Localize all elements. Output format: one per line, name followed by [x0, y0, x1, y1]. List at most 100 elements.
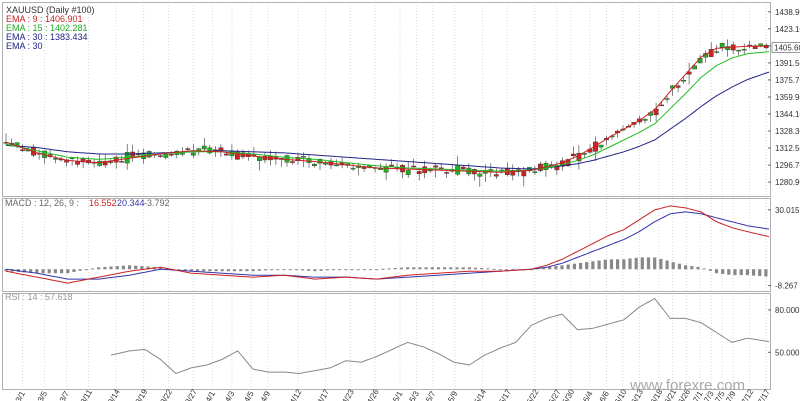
- macd-hist-bar: [554, 266, 558, 270]
- candle-body: [554, 164, 560, 171]
- macd-hist-bar: [29, 269, 33, 273]
- macd-hist-bar: [560, 265, 564, 270]
- macd-hist-bar: [467, 267, 471, 270]
- macd-hist-bar: [146, 266, 150, 270]
- macd-hist-bar: [696, 266, 700, 270]
- macd-hist-bar: [504, 269, 508, 271]
- macd-hist-bar: [622, 259, 626, 270]
- x-tick-label: 4/3: [223, 389, 237, 401]
- candle-body: [350, 167, 356, 170]
- candle-body: [262, 156, 268, 161]
- macd-hist-bar: [183, 269, 187, 271]
- candle-body: [223, 153, 229, 156]
- macd-hist-bar: [189, 269, 193, 272]
- candle-body: [163, 153, 169, 158]
- price-tick-label: 1423.10: [775, 25, 800, 34]
- macd-hist-bar: [381, 268, 385, 270]
- candle-body: [493, 174, 499, 177]
- panel-frame: [2, 293, 771, 390]
- candle-body: [130, 151, 136, 158]
- macd-hist-bar: [78, 269, 82, 271]
- rsi-tick-label: 80.000: [775, 306, 800, 315]
- panel-frame: [2, 198, 771, 292]
- price-title: XAUUSD (Daily #100): [6, 5, 95, 15]
- macd-hist-bar: [72, 269, 76, 272]
- macd-hist-bar: [375, 269, 379, 271]
- macd-hist-bar: [640, 257, 644, 270]
- macd-hist-bar: [140, 266, 144, 270]
- current-price-label: 1405.60: [774, 44, 800, 53]
- x-tick-label: 5/1: [391, 389, 405, 401]
- ema9-legend: EMA : 9 : 1406.901: [6, 14, 83, 24]
- macd-tick-label: 30.015: [775, 206, 800, 215]
- macd-hist-bar: [288, 269, 292, 271]
- macd-hist-bar: [473, 267, 478, 270]
- macd-hist-bar: [387, 268, 391, 270]
- candle-body: [234, 151, 240, 160]
- macd-tick-label: -8.267: [775, 282, 798, 291]
- x-tick-label: 5/7: [424, 389, 438, 401]
- macd-hist-bar: [239, 269, 243, 272]
- macd-hist-bar: [202, 269, 206, 272]
- candle-body: [389, 164, 394, 167]
- macd-hist-bar: [671, 262, 675, 270]
- macd-hist-bar: [541, 267, 546, 270]
- macd-hist-bar: [690, 266, 694, 270]
- macd-signal-line: [5, 211, 770, 280]
- macd-hist-bar: [47, 269, 51, 274]
- candle-body: [284, 155, 290, 163]
- macd-hist-bar: [257, 269, 261, 271]
- x-tick-label: 4/1: [204, 389, 218, 401]
- candle-body: [301, 156, 306, 158]
- candle-body: [317, 158, 323, 164]
- macd-hist-bar: [66, 269, 70, 274]
- candle-body: [664, 98, 670, 100]
- macd-hist-bar: [368, 269, 373, 271]
- candle-body: [510, 169, 516, 176]
- panel-frame: [2, 2, 771, 197]
- macd-hist-bar: [214, 269, 218, 272]
- candle-body: [571, 153, 576, 156]
- ema15-line: [5, 51, 770, 172]
- x-tick-label: 4/5: [242, 389, 256, 401]
- macd-hist-bar: [628, 258, 632, 270]
- candle-body: [719, 43, 725, 48]
- macd-legend-hist: -3.792: [144, 198, 170, 208]
- price-tick-label: 1328.30: [775, 127, 800, 136]
- macd-hist-bar: [134, 265, 138, 270]
- macd-hist-bar: [331, 269, 335, 271]
- macd-hist-bar: [665, 260, 669, 270]
- macd-hist-bar: [486, 268, 490, 270]
- ema15-legend: EMA : 15 : 1402.281: [6, 23, 88, 33]
- macd-hist-bar: [585, 262, 589, 270]
- candle-body: [168, 154, 174, 156]
- candle-body: [642, 118, 648, 121]
- x-tick-label: 7/3: [702, 389, 716, 401]
- x-tick-label: 3/5: [36, 389, 50, 401]
- candle-body: [675, 85, 681, 88]
- macd-hist-bar: [4, 269, 8, 272]
- price-tick-label: 1296.70: [775, 161, 800, 170]
- candle-body: [157, 155, 163, 157]
- macd-hist-bar: [708, 269, 712, 271]
- macd-hist-bar: [356, 269, 360, 271]
- x-tick-label: 7/5: [713, 389, 727, 401]
- x-tick-label: 3/7: [58, 389, 72, 401]
- x-tick-label: 6/6: [598, 389, 612, 401]
- candle-body: [714, 51, 720, 53]
- candle-body: [207, 147, 213, 154]
- candle-body: [521, 171, 527, 177]
- macd-hist-bar: [653, 257, 657, 270]
- macd-hist-bar: [634, 257, 638, 270]
- macd-hist-bar: [480, 268, 484, 270]
- macd-hist-bar: [412, 267, 416, 270]
- x-tick-label: 3/1: [14, 389, 28, 401]
- ema-lines: [5, 45, 770, 173]
- macd-hist-bar: [418, 267, 422, 270]
- candle-body: [736, 49, 742, 52]
- macd-hist-bar: [41, 269, 45, 274]
- macd-legend-macd: 16.552: [89, 198, 117, 208]
- macd-hist-bar: [764, 269, 768, 277]
- candle-body: [201, 145, 207, 150]
- candle-body: [75, 161, 81, 165]
